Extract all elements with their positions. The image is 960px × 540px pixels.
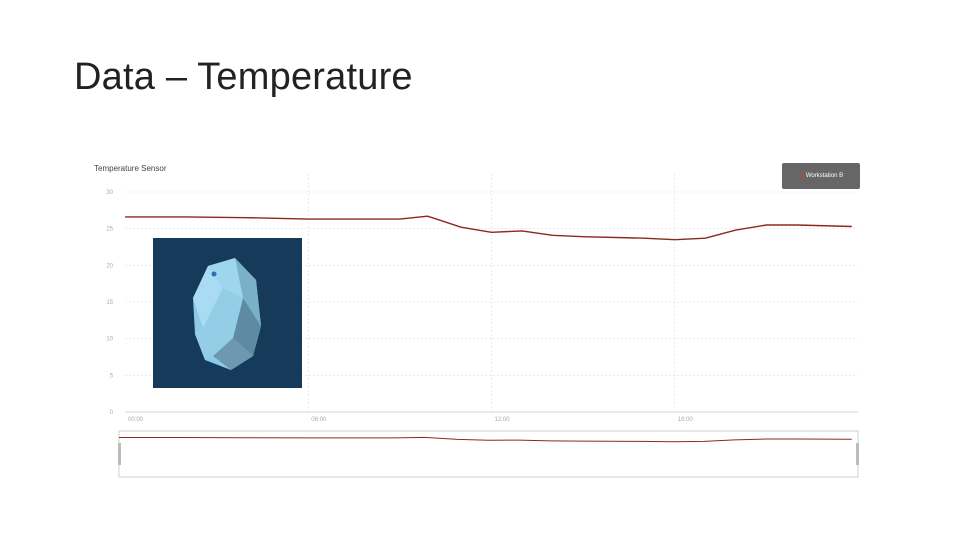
y-tick-label: 25 — [106, 227, 113, 233]
legend-item[interactable]: Workstation B — [782, 163, 860, 189]
navigator-handle-right[interactable] — [856, 443, 859, 465]
slide-title: Data – Temperature — [74, 56, 413, 98]
x-tick-label: 06:00 — [311, 417, 327, 423]
y-tick-label: 5 — [110, 373, 114, 379]
chart-svg: 0 5 10 15 20 25 30 00:00 06:00 12:00 18:00 — [106, 174, 859, 478]
y-tick-label: 30 — [106, 190, 113, 196]
navigator-line — [119, 436, 852, 443]
beacon-icon — [193, 258, 261, 370]
y-tick-label: 20 — [106, 263, 113, 269]
chart-title: Temperature Sensor — [94, 164, 167, 173]
sensor-beacon-photo — [153, 238, 302, 388]
y-tick-label: 10 — [106, 337, 113, 343]
y-tick-label: 15 — [106, 300, 113, 306]
legend-marker — [798, 174, 803, 178]
navigator-handle-left[interactable] — [118, 443, 121, 465]
y-tick-label: 0 — [110, 410, 114, 416]
legend-label: Workstation B — [805, 173, 844, 179]
x-tick-label: 18:00 — [678, 417, 694, 423]
series-line — [125, 215, 852, 241]
x-tick-label: 12:00 — [495, 417, 511, 423]
x-tick-label: 00:00 — [128, 417, 144, 423]
